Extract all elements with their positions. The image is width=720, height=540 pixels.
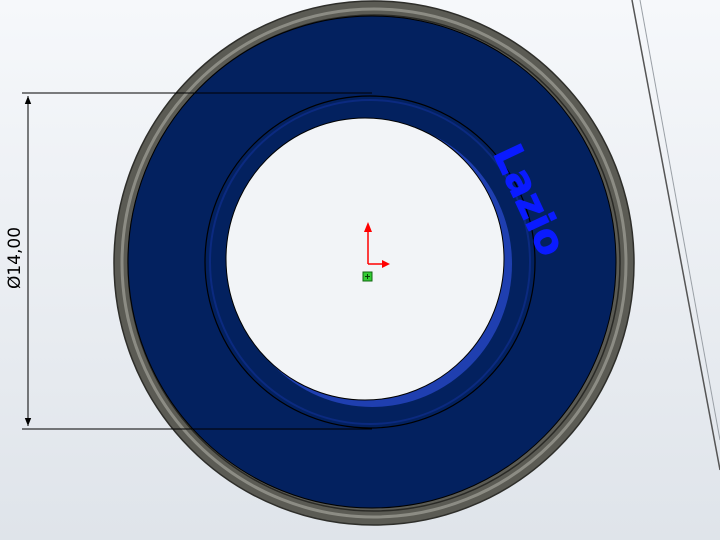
- background-edge-line: [631, 0, 720, 471]
- bushing-part[interactable]: [113, 0, 635, 526]
- coordinate-triad-icon: [362, 222, 390, 282]
- background-edge-line-2: [639, 0, 720, 441]
- inner-sketch-circle[interactable]: [204, 95, 536, 429]
- through-hole[interactable]: [225, 117, 505, 401]
- triad-x-arrow: [382, 260, 390, 268]
- diameter-dimension[interactable]: Ø14,00: [5, 92, 372, 430]
- inner-step-edge: [209, 99, 531, 425]
- triad-y-arrow: [364, 222, 372, 232]
- dimension-value[interactable]: Ø14,00: [5, 227, 25, 289]
- outer-rim-highlight: [120, 7, 628, 519]
